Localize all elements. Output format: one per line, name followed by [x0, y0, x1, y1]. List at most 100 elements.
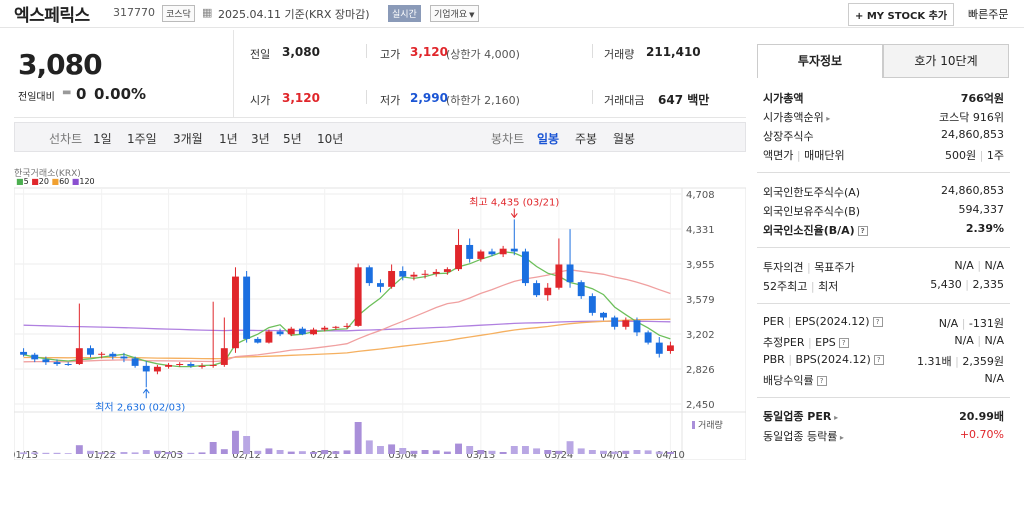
volume-bar	[521, 446, 529, 454]
open-value: 3,120	[282, 91, 320, 105]
period-1d[interactable]: 1일	[93, 132, 112, 146]
help-icon[interactable]: ?	[816, 376, 827, 386]
volume-bar	[555, 450, 563, 454]
market-rank-link[interactable]: 시가총액순위 ▸	[763, 109, 830, 125]
help-icon[interactable]: ?	[873, 355, 884, 365]
tab-orderbook[interactable]: 호가 10단계	[883, 44, 1009, 78]
period-monthly[interactable]: 월봉	[613, 132, 636, 146]
info-row: PBR | BPS(2024.12)? 1.31배 | 2,359원	[763, 353, 1004, 368]
candle-body	[53, 362, 61, 365]
low-label: 저가	[380, 94, 401, 107]
volume-bar	[655, 451, 663, 454]
legend-ma60-marker: ■	[51, 177, 60, 186]
period-1w[interactable]: 1주일	[127, 132, 157, 146]
legend-ma120-marker: ■	[71, 177, 80, 186]
candle-body	[276, 331, 284, 335]
chevron-down-icon: ▼	[469, 11, 475, 19]
sector-rate-value: +0.70%	[959, 428, 1004, 441]
candle-body	[510, 248, 518, 252]
company-name[interactable]: 엑스페릭스	[14, 6, 90, 26]
foreign-limit-label: 외국인한도주식수(A)	[763, 186, 861, 199]
period-5y[interactable]: 5년	[283, 132, 302, 146]
sector-per-link[interactable]: 동일업종 PER ▸	[763, 408, 838, 424]
divider	[366, 44, 367, 58]
candle-body	[533, 283, 541, 296]
candle-body	[87, 348, 94, 355]
candle-body	[443, 269, 451, 272]
info-row: 상장주식수 24,860,853	[763, 126, 1004, 145]
opinion-label: 투자의견	[763, 261, 804, 274]
candle-body	[466, 244, 474, 259]
volume-bar	[276, 450, 284, 454]
volume-bar	[165, 452, 173, 454]
candle-body	[142, 365, 150, 372]
info-row: 동일업종 등락률 ▸ +0.70%	[763, 426, 1004, 445]
company-info-dropdown[interactable]: 기업개요 ▼	[430, 5, 479, 22]
candle-body	[588, 296, 596, 313]
volume-bar	[622, 450, 630, 454]
volume-bar	[120, 452, 128, 454]
candle-body	[153, 366, 161, 372]
period-weekly[interactable]: 주봉	[575, 132, 598, 146]
candle-body	[410, 274, 418, 277]
add-mystock-button[interactable]: + MY STOCK 추가	[848, 3, 955, 26]
info-row: 배당수익률? N/A	[763, 370, 1004, 389]
eps-label: EPS(2024.12)	[794, 315, 870, 328]
x-tick-label: 04/01	[600, 450, 629, 460]
candle-body	[488, 251, 496, 255]
volume-bar	[488, 450, 496, 454]
market-cap-label: 시가총액	[763, 92, 804, 105]
w52-high-value: 5,430	[930, 278, 962, 291]
help-icon[interactable]: ?	[857, 226, 868, 236]
low-arrow	[142, 388, 150, 399]
per-value: N/A	[938, 317, 959, 330]
help-icon[interactable]: ?	[838, 338, 849, 348]
high-label: 고가	[380, 48, 401, 61]
foreign-hold-value: 594,337	[958, 203, 1005, 216]
volume-bar	[588, 450, 596, 454]
amount-value: 647 백만	[658, 93, 710, 107]
volume-bar	[611, 451, 619, 454]
period-daily[interactable]: 일봉	[537, 132, 560, 146]
candle-body	[399, 271, 407, 277]
y-tick-label: 4,331	[686, 225, 715, 236]
sector-per-value: 20.99배	[959, 410, 1004, 423]
info-row: 투자의견 | 목표주가 N/A | N/A	[763, 259, 1004, 274]
sector-rate-link[interactable]: 동일업종 등락률 ▸	[763, 428, 844, 444]
candle-body	[666, 345, 674, 351]
low-annotation: 최저 2,630 (02/03)	[95, 401, 185, 413]
shares-value: 24,860,853	[941, 128, 1004, 141]
x-tick-label: 01/22	[87, 450, 116, 460]
volume-bar	[644, 450, 652, 454]
date-text: 2025.04.11 기준(KRX 장마감)	[218, 8, 370, 21]
candle-body	[220, 348, 228, 365]
divider	[757, 397, 1010, 398]
quick-order-link[interactable]: 빠른주문	[968, 8, 1009, 21]
candle-body	[655, 342, 663, 354]
volume-bar	[98, 452, 106, 454]
candle-body	[198, 365, 206, 367]
divider	[233, 30, 234, 118]
stock-chart[interactable]: 한국거래소(KRX) ■5 ■20 ■60 ■120 4,708 4,331 3,9…	[14, 160, 746, 460]
help-icon[interactable]: ?	[872, 317, 883, 327]
target-label: 목표주가	[814, 261, 855, 274]
realtime-button[interactable]: 실시간	[388, 5, 421, 22]
volume-bar	[109, 452, 117, 454]
candle-body	[365, 267, 373, 284]
volume-bar	[577, 448, 585, 454]
period-3m[interactable]: 3개월	[173, 132, 203, 146]
period-1y[interactable]: 1년	[219, 132, 238, 146]
chart-source: 한국거래소(KRX)	[14, 169, 81, 179]
shares-label: 상장주식수	[763, 130, 814, 143]
tab-invest-info[interactable]: 투자정보	[757, 44, 883, 78]
volume-bar	[153, 450, 161, 454]
candle-body	[566, 264, 574, 283]
est-per-label: 추정PER	[763, 336, 805, 349]
volume-bar	[31, 452, 39, 454]
candle-body	[254, 338, 262, 343]
candle-body	[298, 328, 306, 335]
period-10y[interactable]: 10년	[317, 132, 344, 146]
x-tick-label: 03/13	[466, 450, 495, 460]
volume-bar	[53, 452, 61, 454]
period-3y[interactable]: 3년	[251, 132, 270, 146]
